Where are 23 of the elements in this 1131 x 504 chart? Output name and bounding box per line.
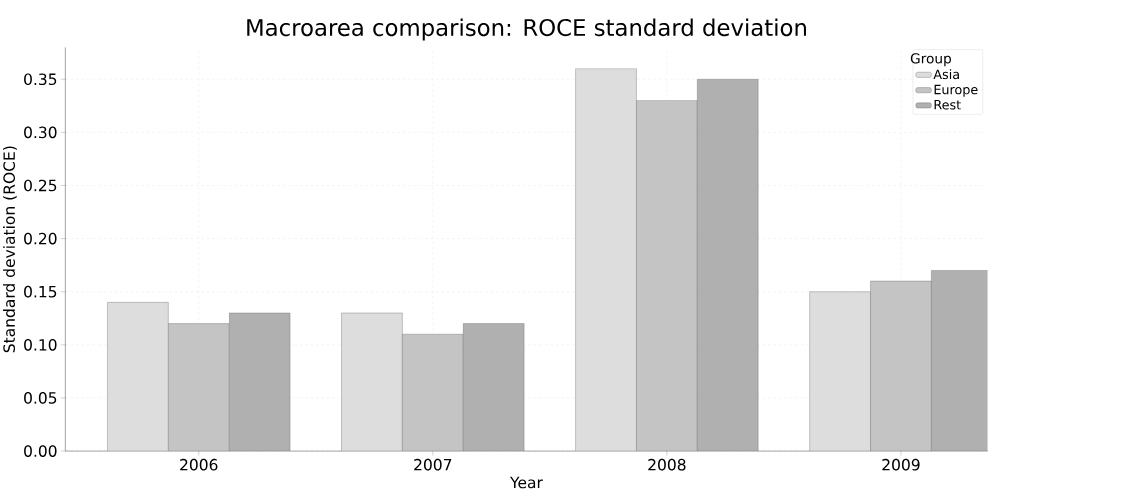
y-tick-label: 0.00 [24,445,57,457]
y-axis-title: Standard deviation (ROCE) [3,146,17,353]
y-tick-label: 0.30 [24,126,57,139]
y-tick-label: 0.05 [24,392,57,404]
y-tick-label: 0.10 [24,339,57,351]
y-tick-label: 0.35 [24,73,57,86]
bar [636,100,698,452]
x-tick-label: 2008 [648,458,686,471]
y-tick-label: 0.15 [24,285,57,298]
x-tick-label: 2007 [414,458,452,471]
bar [402,334,464,452]
y-tick-label: 0.25 [24,179,57,192]
legend-label: Rest [934,100,961,110]
legend-title: Group [910,53,951,67]
chart-title: Macroarea comparison: ROCE standard deviation [247,18,806,41]
x-tick-label: 2006 [180,458,218,471]
x-axis-title: Year [510,476,543,489]
y-tick-label: 0.20 [24,232,57,245]
legend-label: Asia [933,69,959,80]
x-tick-label: 2009 [882,458,920,471]
legend-label: Europe [934,84,978,97]
bar [168,323,230,452]
bar [107,302,169,452]
